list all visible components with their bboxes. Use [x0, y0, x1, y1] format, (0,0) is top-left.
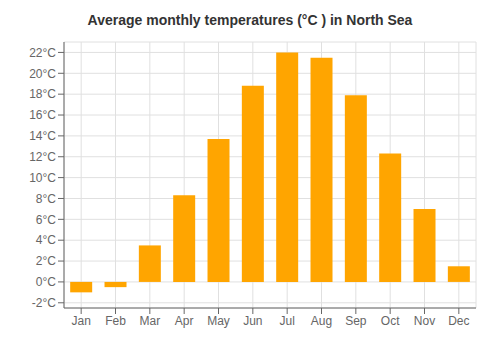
svg-text:0°C: 0°C: [36, 275, 56, 289]
svg-text:Dec: Dec: [448, 314, 469, 328]
svg-text:Jun: Jun: [243, 314, 262, 328]
svg-text:Oct: Oct: [381, 314, 400, 328]
svg-text:Sep: Sep: [345, 314, 367, 328]
svg-text:20°C: 20°C: [29, 67, 56, 81]
svg-text:-2°C: -2°C: [32, 296, 56, 310]
svg-text:Apr: Apr: [175, 314, 194, 328]
svg-text:Nov: Nov: [414, 314, 435, 328]
svg-text:18°C: 18°C: [29, 87, 56, 101]
html-text:Average monthly temperatures (: Average monthly temperatures (°C ) in No…: [87, 12, 413, 28]
svg-text:Aug: Aug: [311, 314, 332, 328]
svg-text:16°C: 16°C: [29, 108, 56, 122]
svg-text:10°C: 10°C: [29, 171, 56, 185]
svg-text:8°C: 8°C: [36, 192, 56, 206]
svg-text:12°C: 12°C: [29, 150, 56, 164]
svg-text:Jan: Jan: [71, 314, 90, 328]
svg-text:6°C: 6°C: [36, 213, 56, 227]
svg-text:May: May: [207, 314, 230, 328]
svg-text:2°C: 2°C: [36, 254, 56, 268]
svg-text:22°C: 22°C: [29, 46, 56, 60]
svg-text:4°C: 4°C: [36, 233, 56, 247]
svg-text:14°C: 14°C: [29, 129, 56, 143]
svg-text:Feb: Feb: [105, 314, 126, 328]
svg-text:Jul: Jul: [279, 314, 294, 328]
svg-text:Mar: Mar: [139, 314, 160, 328]
